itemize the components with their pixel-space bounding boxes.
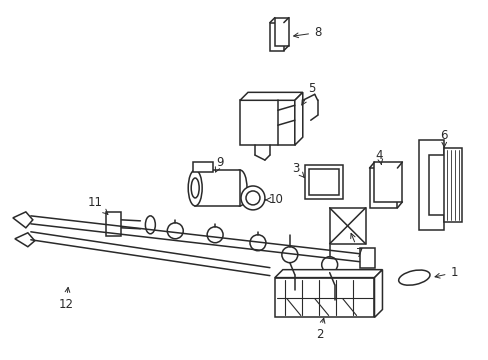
Ellipse shape xyxy=(188,170,202,206)
Bar xyxy=(274,278,374,318)
Polygon shape xyxy=(240,92,302,100)
Text: 6: 6 xyxy=(440,129,447,147)
Text: 1: 1 xyxy=(434,266,457,279)
Bar xyxy=(369,168,397,208)
Text: 2: 2 xyxy=(315,318,324,341)
Circle shape xyxy=(281,247,297,263)
Polygon shape xyxy=(240,100,294,145)
Text: 12: 12 xyxy=(58,287,73,311)
Polygon shape xyxy=(274,270,382,278)
Text: 5: 5 xyxy=(301,82,315,105)
Polygon shape xyxy=(15,233,35,247)
Text: 4: 4 xyxy=(375,149,383,165)
Text: 11: 11 xyxy=(88,197,108,214)
Bar xyxy=(105,212,121,236)
Bar xyxy=(269,23,283,50)
Bar xyxy=(374,162,402,202)
Bar xyxy=(274,18,288,45)
Bar xyxy=(195,170,240,206)
Text: 3: 3 xyxy=(291,162,304,177)
Circle shape xyxy=(249,235,265,251)
Circle shape xyxy=(207,227,223,243)
Text: 7: 7 xyxy=(350,233,363,260)
Circle shape xyxy=(321,257,337,273)
Circle shape xyxy=(241,186,264,210)
Ellipse shape xyxy=(191,178,199,198)
Polygon shape xyxy=(294,92,302,145)
Circle shape xyxy=(245,191,260,205)
Bar xyxy=(443,148,461,222)
Ellipse shape xyxy=(145,216,155,234)
Bar xyxy=(359,248,375,268)
Bar xyxy=(308,169,338,195)
Bar xyxy=(329,208,365,244)
Circle shape xyxy=(167,223,183,239)
Polygon shape xyxy=(13,212,33,228)
Text: 8: 8 xyxy=(293,26,321,39)
Text: 10: 10 xyxy=(265,193,283,206)
Bar xyxy=(193,162,213,172)
Polygon shape xyxy=(374,270,382,318)
Text: 9: 9 xyxy=(215,156,224,172)
Bar xyxy=(304,165,342,199)
Ellipse shape xyxy=(398,270,429,285)
Ellipse shape xyxy=(233,170,246,206)
Polygon shape xyxy=(419,140,443,230)
